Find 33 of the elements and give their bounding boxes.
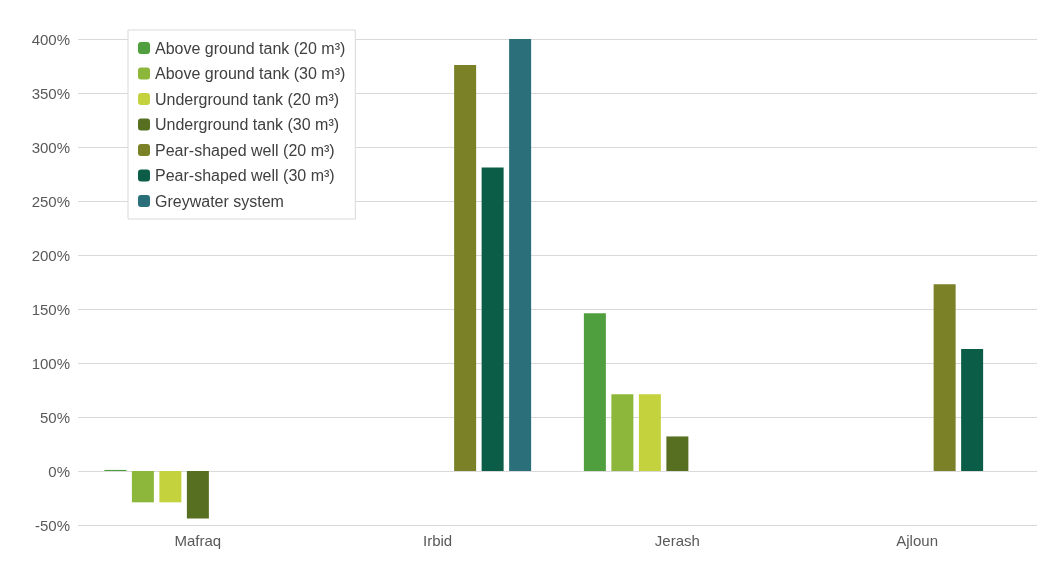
y-tick-label: 200% bbox=[31, 246, 70, 264]
y-tick-label: 50% bbox=[39, 408, 70, 426]
bar bbox=[933, 284, 956, 471]
x-tick-label: Ajloun bbox=[896, 532, 938, 549]
legend-label: Greywater system bbox=[155, 192, 284, 210]
y-tick-label: 350% bbox=[31, 84, 70, 102]
y-tick-label: 0% bbox=[48, 462, 70, 480]
y-tick-label: 250% bbox=[31, 192, 70, 210]
x-tick-label: Jerash bbox=[654, 532, 700, 549]
y-tick-label: 150% bbox=[31, 300, 70, 318]
bar bbox=[131, 471, 154, 503]
legend-label: Above ground tank (30 m³) bbox=[155, 65, 346, 82]
bar bbox=[481, 167, 504, 471]
legend-label: Above ground tank (20 m³) bbox=[155, 39, 346, 57]
bar bbox=[666, 436, 689, 471]
x-tick-label: Irbid bbox=[423, 532, 453, 549]
x-tick-label: Mafraq bbox=[174, 532, 222, 549]
legend-label: Pear-shaped well (20 m³) bbox=[155, 141, 335, 159]
bar bbox=[638, 394, 661, 471]
y-tick-label: -50% bbox=[34, 516, 70, 534]
legend-label: Underground tank (20 m³) bbox=[155, 90, 340, 108]
bar bbox=[611, 394, 634, 471]
bar bbox=[583, 313, 606, 471]
y-tick-label: 100% bbox=[31, 354, 70, 372]
bar bbox=[509, 39, 532, 471]
y-tick-label: 300% bbox=[31, 138, 70, 156]
bar bbox=[159, 471, 182, 503]
legend-label: Pear-shaped well (30 m³) bbox=[155, 167, 335, 184]
bar bbox=[186, 471, 209, 519]
bar bbox=[454, 64, 477, 471]
bar bbox=[961, 348, 984, 471]
y-tick-label: 400% bbox=[31, 30, 70, 48]
legend-label: Underground tank (30 m³) bbox=[155, 116, 340, 133]
